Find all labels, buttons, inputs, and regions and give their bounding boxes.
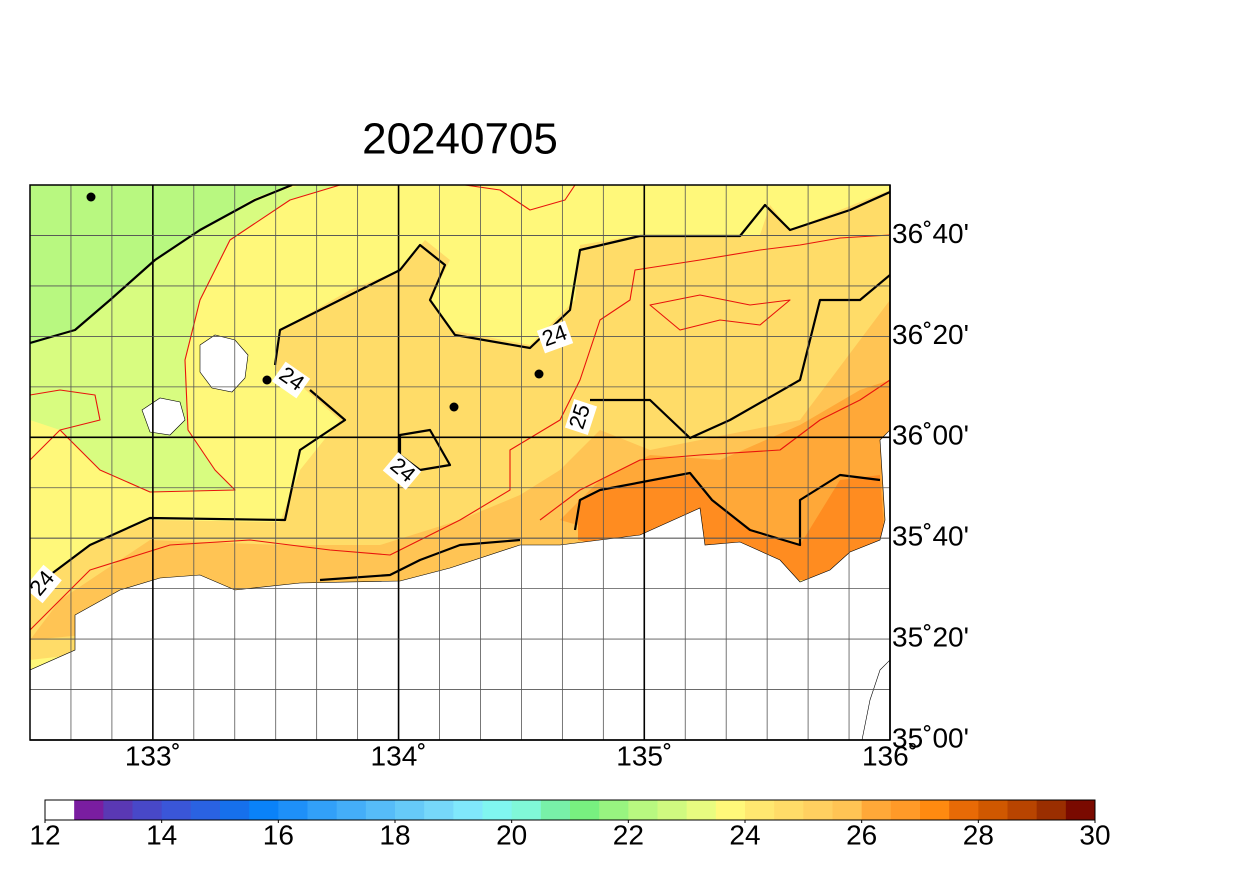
sea-23 <box>30 185 340 492</box>
colorbar-swatch <box>103 800 133 820</box>
colorbar-label: 24 <box>729 819 760 850</box>
contour <box>649 294 791 331</box>
lat-tick-label: 35˚00' <box>892 722 969 753</box>
contour <box>30 389 101 461</box>
colorbar-swatch <box>920 800 950 820</box>
colorbar-swatch <box>1036 800 1067 820</box>
colorbar-label: 20 <box>496 819 527 850</box>
lon-tick-label: 135˚ <box>616 740 672 771</box>
colorbar-swatch <box>190 800 221 820</box>
colorbar-label: 30 <box>1079 819 1110 850</box>
colorbar-swatch <box>745 800 775 820</box>
contour <box>30 185 293 345</box>
colorbar-label: 26 <box>846 819 877 850</box>
land <box>30 429 890 740</box>
lat-tick-label: 35˚40' <box>892 521 969 552</box>
colorbar-swatch <box>832 800 863 820</box>
contour <box>273 190 890 366</box>
colorbar-label: 12 <box>29 819 60 850</box>
colorbar-frame <box>44 799 1096 821</box>
contour <box>539 379 890 521</box>
colorbar-swatch <box>1007 800 1038 820</box>
colorbar-swatch <box>890 800 921 820</box>
contour <box>30 234 890 631</box>
station <box>449 402 459 412</box>
colorbar-swatch <box>978 800 1008 820</box>
colorbar-label: 16 <box>263 819 294 850</box>
colorbar-swatch <box>511 800 542 820</box>
colorbar-swatch <box>628 800 658 820</box>
colorbar-swatch <box>220 800 250 820</box>
sea-22 <box>30 185 290 345</box>
colorbar-label: 22 <box>613 819 644 850</box>
colorbar-swatch <box>686 800 717 820</box>
colorbar-swatch <box>861 800 892 820</box>
map-frame <box>29 184 891 741</box>
lon-tick-label: 133˚ <box>125 740 181 771</box>
colorbar-swatch <box>74 800 104 820</box>
colorbar-swatch <box>424 800 454 820</box>
colorbar-swatch <box>774 800 804 820</box>
colorbar-swatch <box>715 800 746 820</box>
station <box>534 369 544 379</box>
colorbar-label: 28 <box>963 819 994 850</box>
colorbar-swatch <box>949 800 979 820</box>
contour <box>398 428 452 472</box>
colorbar-swatch <box>395 800 425 820</box>
lat-tick-label: 36˚00' <box>892 420 969 451</box>
colorbar-swatch <box>599 800 629 820</box>
colorbar-swatch <box>570 800 600 820</box>
station <box>86 192 96 202</box>
colorbar-swatch <box>249 800 279 820</box>
colorbar-swatch <box>336 800 367 820</box>
colorbar-swatch <box>803 800 833 820</box>
map-fill <box>30 185 890 740</box>
colorbar-swatch <box>657 800 688 820</box>
colorbar-swatch <box>45 800 75 820</box>
colorbar: 12 14 16 18 20 22 24 26 28 30 <box>29 799 1111 850</box>
colorbar-swatch <box>132 800 163 820</box>
contour <box>30 389 347 591</box>
contour <box>464 185 576 211</box>
lat-tick-label: 35˚20' <box>892 621 969 652</box>
contour <box>59 185 341 493</box>
colorbar-swatch <box>453 800 483 820</box>
colorbar-swatch <box>307 800 338 820</box>
lat-tick-label: 36˚20' <box>892 319 969 350</box>
colorbar-swatch <box>482 800 513 820</box>
lon-tick-label: 136˚ <box>862 740 918 771</box>
land <box>861 659 890 740</box>
contour <box>319 538 521 582</box>
colorbar-swatch <box>540 800 571 820</box>
colorbar-swatch <box>161 800 192 820</box>
colorbar-label: 14 <box>146 819 177 850</box>
lon-tick-label: 134˚ <box>371 740 427 771</box>
colorbar-label: 18 <box>379 819 410 850</box>
map-title: 20240705 <box>362 115 558 164</box>
lat-tick-label: 36˚40' <box>892 218 969 249</box>
colorbar-swatch <box>365 800 396 820</box>
colorbar-swatch <box>1065 800 1096 820</box>
colorbar-swatch <box>278 800 308 820</box>
contour <box>590 274 890 440</box>
station <box>262 375 272 385</box>
